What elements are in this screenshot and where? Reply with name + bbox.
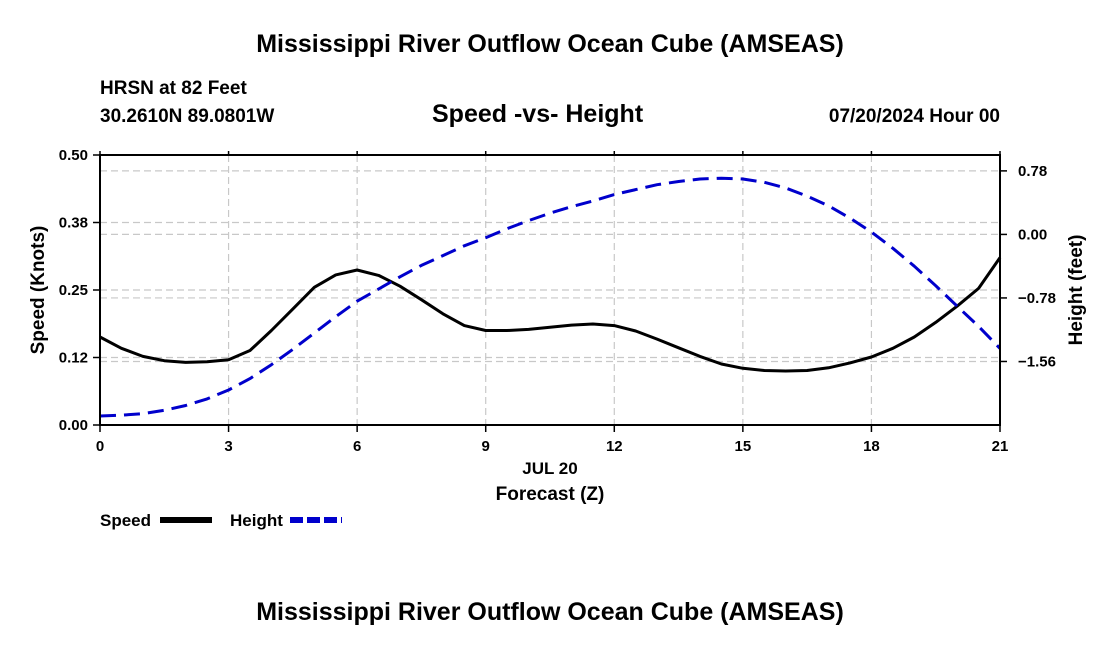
y-axis-title: Speed (Knots) bbox=[28, 226, 49, 355]
x-date-label: JUL 20 bbox=[522, 459, 577, 478]
y-tick-label: 0.00 bbox=[59, 417, 88, 434]
series-line-speed bbox=[99, 256, 1002, 373]
legend-label-height: Height bbox=[230, 511, 283, 530]
y2-axis-title: Height (feet) bbox=[1066, 235, 1087, 346]
x-tick-label: 12 bbox=[606, 438, 623, 455]
station-coordinates: 30.2610N 89.0801W bbox=[100, 106, 275, 127]
forecast-datetime: 07/20/2024 Hour 00 bbox=[828, 106, 1000, 127]
x-tick-label: 15 bbox=[735, 438, 752, 455]
footer-title: Mississippi River Outflow Ocean Cube (AM… bbox=[256, 598, 844, 626]
y-tick-label: 0.38 bbox=[59, 215, 88, 232]
y2-tick-label: −0.78 bbox=[1018, 290, 1056, 307]
grid-layer bbox=[100, 155, 1000, 425]
x-tick-label: 9 bbox=[482, 438, 490, 455]
y-tick-label: 0.50 bbox=[59, 147, 88, 164]
series-layer bbox=[99, 176, 1002, 418]
y2-tick-label: 0.78 bbox=[1018, 163, 1047, 180]
legend: Speed Height bbox=[100, 511, 342, 530]
x-tick-label: 3 bbox=[224, 438, 232, 455]
axis-layer: 0 3 6 9 12 15 18 21 0.00 0.12 0.25 0.38 0.50 −1.56 −0.… bbox=[59, 147, 1056, 455]
x-tick-label: 18 bbox=[863, 438, 880, 455]
y-tick-label: 0.25 bbox=[59, 282, 88, 299]
x-tick-label: 0 bbox=[96, 438, 104, 455]
chart-subtitle: Speed -vs- Height bbox=[432, 100, 644, 128]
y2-tick-label: −1.56 bbox=[1018, 353, 1056, 370]
x-axis-title: Forecast (Z) bbox=[496, 484, 605, 505]
y2-tick-label: 0.00 bbox=[1018, 226, 1047, 243]
legend-label-speed: Speed bbox=[100, 511, 151, 530]
x-tick-label: 21 bbox=[992, 438, 1009, 455]
y-tick-label: 0.12 bbox=[59, 350, 88, 367]
x-tick-label: 6 bbox=[353, 438, 361, 455]
station-label: HRSN at 82 Feet bbox=[100, 78, 247, 99]
series-line-height bbox=[99, 176, 1002, 418]
main-title: Mississippi River Outflow Ocean Cube (AM… bbox=[256, 30, 844, 58]
